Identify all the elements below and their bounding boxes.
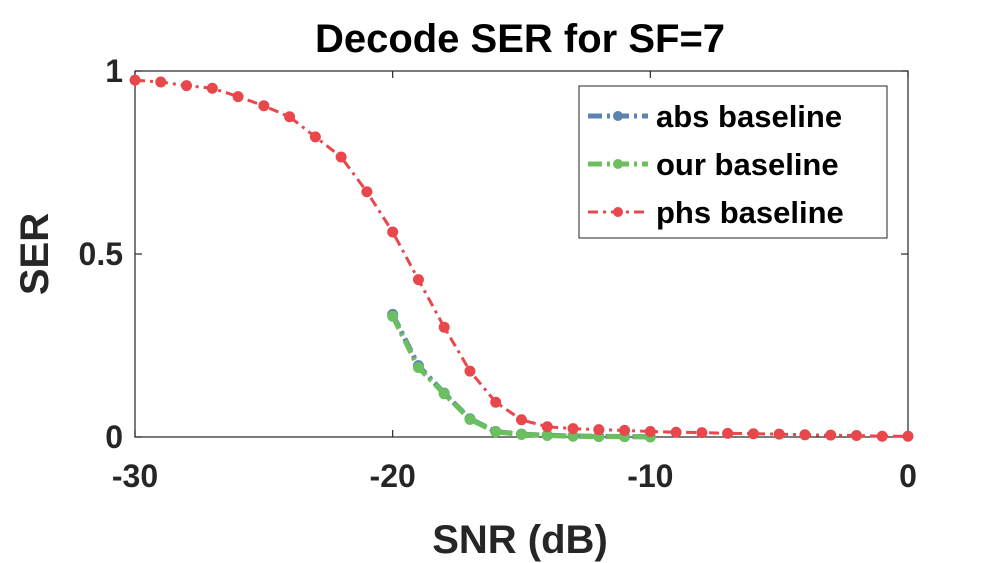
legend-label: abs baseline	[656, 99, 842, 134]
legend-item: phs baseline	[588, 195, 844, 230]
legend-box	[578, 85, 888, 239]
data-point	[335, 151, 347, 163]
x-tick-label: -10	[627, 458, 673, 494]
data-point	[412, 361, 424, 373]
x-axis-label: SNR (dB)	[432, 518, 608, 562]
data-point	[696, 427, 708, 439]
data-point	[438, 321, 450, 333]
x-axis: -30 -20 -10 0	[112, 71, 917, 494]
legend-label: our baseline	[656, 147, 839, 182]
data-point	[799, 429, 811, 441]
data-point	[850, 430, 862, 442]
data-point	[464, 413, 476, 425]
data-point	[387, 310, 399, 322]
legend: abs baseline our baseline phs baseline	[578, 85, 888, 239]
y-axis: 00.51	[79, 53, 908, 455]
data-point	[876, 430, 888, 442]
legend-item: abs baseline	[588, 99, 842, 134]
data-point	[490, 396, 502, 408]
data-point	[593, 424, 605, 436]
data-point	[567, 423, 579, 435]
data-point	[284, 111, 296, 123]
data-point	[516, 414, 527, 426]
data-point	[516, 428, 527, 440]
data-point	[670, 426, 682, 438]
x-tick-label: -30	[112, 458, 158, 494]
data-point	[773, 428, 785, 440]
data-point	[438, 388, 450, 400]
y-axis-label: SER	[13, 213, 57, 295]
x-tick-label: 0	[899, 458, 917, 494]
data-point	[361, 186, 373, 198]
data-point	[206, 82, 218, 94]
legend-item: our baseline	[588, 147, 839, 182]
data-point	[902, 430, 914, 442]
data-point	[747, 428, 759, 440]
series-layer	[129, 74, 914, 443]
data-point	[619, 424, 631, 436]
series-line	[390, 315, 651, 440]
y-tick-label: 0	[105, 419, 123, 455]
data-point	[490, 426, 502, 438]
chart-title: Decode SER for SF=7	[315, 17, 725, 61]
data-point	[181, 80, 193, 92]
legend-swatch-marker	[613, 159, 623, 169]
data-point	[644, 426, 656, 438]
data-point	[258, 100, 270, 112]
data-point	[722, 427, 734, 439]
data-point	[129, 74, 141, 86]
series-2	[129, 74, 914, 442]
data-point	[541, 421, 553, 433]
y-tick-label: 0.5	[79, 236, 123, 272]
legend-label: phs baseline	[656, 195, 844, 230]
legend-swatch-marker	[613, 111, 623, 121]
data-point	[232, 91, 244, 103]
data-point	[387, 226, 399, 238]
legend-swatch-marker	[613, 207, 623, 217]
data-point	[412, 274, 424, 286]
data-point	[464, 365, 476, 377]
y-tick-label: 1	[105, 53, 123, 89]
data-point	[825, 429, 837, 441]
data-point	[155, 76, 167, 88]
x-tick-label: -20	[370, 458, 416, 494]
data-point	[309, 131, 321, 143]
